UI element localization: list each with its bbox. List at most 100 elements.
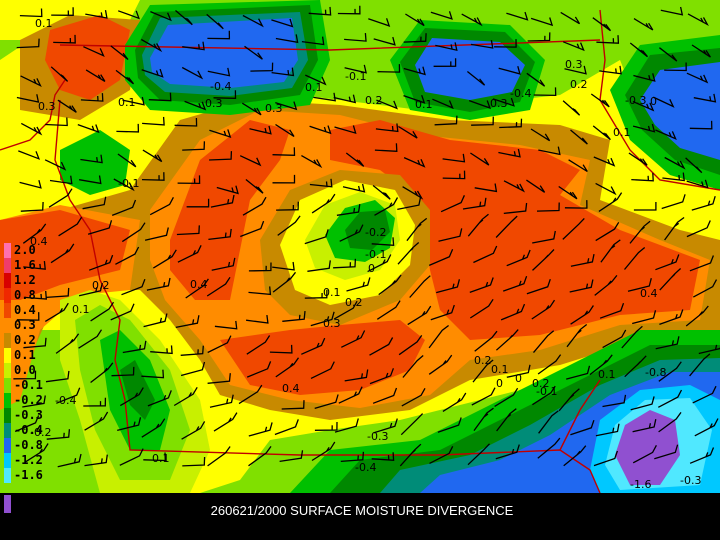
wind-barb: [142, 149, 163, 163]
wind-barb: [659, 268, 682, 291]
wind-barb: [122, 340, 147, 354]
wind-barb: [180, 361, 206, 377]
wind-barb: [373, 418, 398, 434]
wind-barb: [599, 302, 625, 319]
wind-barb: [590, 93, 610, 108]
legend-label: 1.2: [14, 273, 36, 287]
wind-barb: [279, 450, 304, 463]
wind-barb: [82, 196, 107, 210]
wind-barb: [474, 183, 498, 193]
contour-label: -1.6: [630, 478, 651, 491]
legend-label: 0.4: [14, 303, 36, 317]
wind-barb: [148, 92, 172, 102]
wind-barb: [185, 278, 209, 299]
wind-barb: [85, 69, 106, 82]
contour-label: 0.1: [118, 96, 136, 109]
wind-barb: [442, 170, 466, 180]
wind-barb: [88, 254, 114, 271]
wind-barb: [506, 11, 529, 21]
wind-barb: [632, 310, 657, 325]
wind-barb: [429, 446, 454, 464]
wind-barb: [281, 400, 305, 410]
legend-swatch: [4, 438, 11, 453]
wind-barb: [310, 361, 335, 379]
contour-label: -0.1: [345, 70, 366, 83]
wind-barb: [310, 311, 335, 327]
legend-swatch: [4, 258, 11, 273]
contour-label: 0: [515, 372, 522, 385]
wind-barb: [369, 337, 394, 356]
wind-barb: [629, 220, 651, 244]
wind-barb: [16, 38, 40, 49]
wind-barb: [371, 237, 395, 246]
contour-label: -0.2: [365, 226, 386, 239]
wind-barb: [623, 246, 646, 270]
wind-barb: [13, 370, 37, 380]
wind-barb: [560, 11, 581, 25]
wind-barb: [500, 303, 526, 321]
wind-barb: [115, 69, 135, 85]
wind-barb: [632, 123, 656, 133]
wind-barb: [403, 94, 426, 104]
wind-barb: [301, 337, 326, 355]
wind-barb: [80, 93, 104, 102]
wind-barb: [595, 423, 620, 437]
wind-barb: [527, 32, 551, 42]
legend-label: -0.2: [14, 393, 43, 407]
wind-barb: [181, 66, 204, 80]
wind-barb: [48, 188, 73, 208]
wind-barb: [20, 122, 43, 136]
wind-barb: [181, 421, 206, 440]
wind-barb: [495, 444, 520, 460]
wind-barb: [140, 38, 163, 53]
wind-barb: [599, 65, 622, 75]
wind-barb: [307, 260, 331, 272]
wind-barb: [119, 448, 144, 466]
wind-barb: [141, 369, 165, 379]
wind-barb: [564, 200, 588, 209]
wind-barb: [90, 301, 115, 322]
wind-barb: [344, 33, 367, 42]
wind-barb: [692, 385, 717, 404]
wind-barb: [428, 354, 453, 375]
wind-barb: [249, 125, 272, 135]
wind-barb: [23, 337, 47, 349]
wind-barb: [242, 14, 264, 28]
wind-barb: [494, 387, 519, 407]
wind-barb: [111, 199, 137, 217]
wind-barb: [526, 72, 546, 87]
contour-label: 0.1: [35, 17, 53, 30]
legend-label: -1.2: [14, 453, 43, 467]
contour-label: 0.2: [345, 296, 363, 309]
wind-barb: [654, 444, 679, 460]
contour-label: 0.3: [38, 100, 56, 113]
wind-barb: [687, 13, 709, 27]
wind-barb: [659, 47, 678, 62]
wind-barb: [664, 216, 685, 241]
wind-barb: [563, 445, 587, 467]
wind-barb: [569, 279, 594, 293]
wind-barb: [406, 217, 428, 242]
wind-barb: [376, 99, 398, 110]
wind-barb: [119, 387, 144, 407]
wind-barb: [275, 34, 299, 44]
wind-barb: [248, 446, 272, 467]
wind-barb: [20, 201, 44, 212]
legend-swatch: [4, 363, 11, 378]
wind-barb: [207, 335, 232, 354]
wind-barb: [282, 311, 306, 322]
contour-label: -0.3: [367, 430, 388, 443]
wind-barb: [214, 320, 238, 330]
wind-barb: [378, 274, 402, 296]
wind-barb: [568, 159, 588, 173]
wind-barb: [624, 355, 647, 378]
wind-barb: [374, 197, 399, 216]
wind-barb: [664, 156, 686, 170]
wind-barb: [530, 17, 554, 27]
legend-swatch: [4, 348, 11, 363]
wind-barb: [660, 6, 684, 16]
wind-barb: [209, 129, 232, 139]
wind-barb: [24, 443, 49, 463]
wind-barb: [333, 300, 358, 320]
wind-barb: [537, 437, 561, 459]
